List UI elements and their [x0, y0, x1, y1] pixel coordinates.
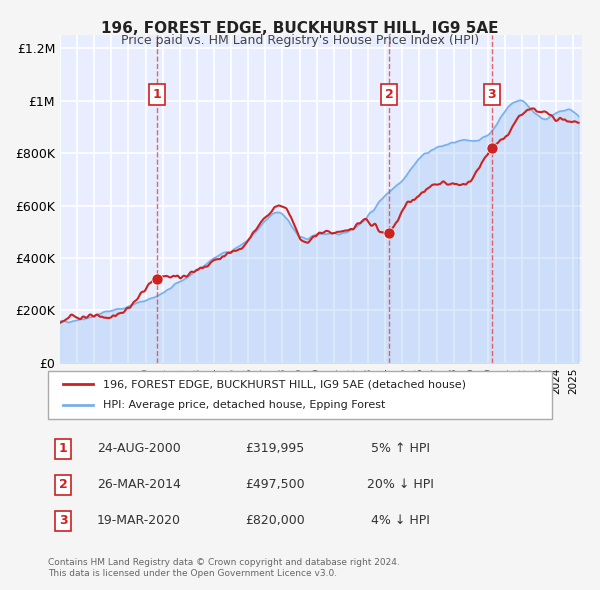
FancyBboxPatch shape [48, 371, 552, 419]
Text: 4% ↓ HPI: 4% ↓ HPI [371, 514, 430, 527]
Text: 1: 1 [59, 442, 67, 455]
Text: 2: 2 [59, 478, 67, 491]
Text: £820,000: £820,000 [245, 514, 305, 527]
Text: 5% ↑ HPI: 5% ↑ HPI [371, 442, 430, 455]
Text: 24-AUG-2000: 24-AUG-2000 [97, 442, 181, 455]
Text: £497,500: £497,500 [245, 478, 305, 491]
Text: Contains HM Land Registry data © Crown copyright and database right 2024.: Contains HM Land Registry data © Crown c… [48, 558, 400, 566]
Text: 1: 1 [152, 88, 161, 101]
Text: 19-MAR-2020: 19-MAR-2020 [97, 514, 181, 527]
Text: 26-MAR-2014: 26-MAR-2014 [97, 478, 181, 491]
Text: This data is licensed under the Open Government Licence v3.0.: This data is licensed under the Open Gov… [48, 569, 337, 578]
Text: HPI: Average price, detached house, Epping Forest: HPI: Average price, detached house, Eppi… [103, 401, 386, 411]
Text: 196, FOREST EDGE, BUCKHURST HILL, IG9 5AE (detached house): 196, FOREST EDGE, BUCKHURST HILL, IG9 5A… [103, 379, 466, 389]
Text: 3: 3 [59, 514, 67, 527]
Text: 3: 3 [487, 88, 496, 101]
Text: Price paid vs. HM Land Registry's House Price Index (HPI): Price paid vs. HM Land Registry's House … [121, 34, 479, 47]
Text: 20% ↓ HPI: 20% ↓ HPI [367, 478, 434, 491]
Text: 2: 2 [385, 88, 394, 101]
Text: £319,995: £319,995 [245, 442, 304, 455]
Text: 196, FOREST EDGE, BUCKHURST HILL, IG9 5AE: 196, FOREST EDGE, BUCKHURST HILL, IG9 5A… [101, 21, 499, 35]
